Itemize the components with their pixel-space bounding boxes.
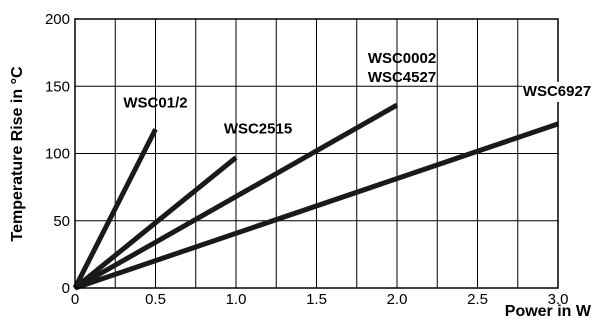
series-label-wsc6927: WSC6927 [522,81,592,102]
y-tick-label: 150 [45,78,70,95]
series-label-wsc0002-wsc4527: WSC0002 WSC4527 [368,50,436,86]
tick-labels: 0 0.5 1.0 1.5 2.0 2.5 3.0 0 50 100 150 200 [45,11,568,308]
y-tick-label: 100 [45,146,70,163]
series-line-wsc0002-wsc4527 [73,102,399,291]
series-label-text: WSC6927 [523,83,591,100]
series-label-text: WSC2515 [224,121,292,138]
x-axis-title: Power in W [505,303,592,320]
x-tick-label: 1.0 [226,291,247,308]
y-tick-label: 50 [53,213,70,230]
x-tick-label: 2.0 [387,291,408,308]
y-tick-label: 0 [62,280,70,297]
series-line-wsc2515 [73,155,238,290]
series-line-wsc01-2 [72,128,158,290]
series-label-background [522,81,592,102]
series-line-wsc6927 [74,121,559,291]
x-tick-label: 3.0 [548,291,569,308]
series-labels: WSC01/2 WSC2515 WSC0002 WSC4527 WSC6927 [123,50,592,138]
series-label-text: WSC4527 [368,69,436,86]
series-label-text: WSC01/2 [123,94,187,111]
x-tick-label: 0 [71,291,79,308]
x-tick-label: 2.5 [467,291,488,308]
series-lines [72,102,559,291]
y-axis-title: Temperature Rise in °C [9,66,26,241]
series-label-wsc2515: WSC2515 [224,121,292,138]
x-tick-label: 1.5 [306,291,327,308]
series-label-wsc01-2: WSC01/2 [123,94,187,111]
series-label-text: WSC0002 [368,50,436,67]
y-tick-label: 200 [45,11,70,28]
x-tick-label: 0.5 [145,291,166,308]
plot-frame [74,18,559,289]
